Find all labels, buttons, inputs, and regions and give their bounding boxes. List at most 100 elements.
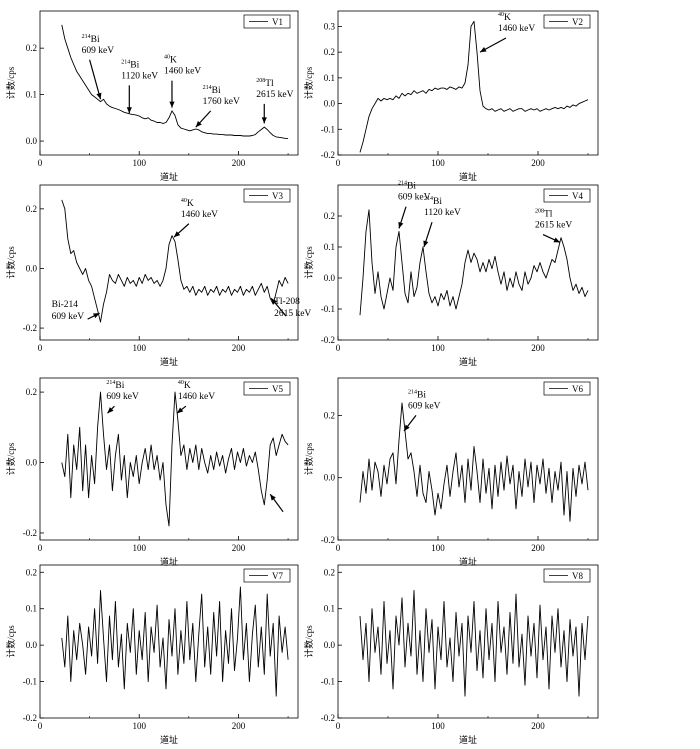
plot-frame — [337, 184, 599, 341]
plot-frame — [39, 564, 299, 719]
annotation-arrowhead — [553, 237, 560, 243]
series-line-v4 — [359, 209, 589, 316]
y-tick-label: 0.1 — [26, 90, 37, 100]
plot-frame — [337, 10, 599, 156]
annotation-energy: 609 keV — [106, 392, 139, 402]
annotation-nuclide: 40K — [181, 198, 194, 209]
annotation-energy: 1460 keV — [498, 24, 535, 34]
series-line-v7 — [61, 586, 289, 697]
series-line-v5 — [61, 391, 289, 527]
legend: V5 — [243, 381, 291, 396]
x-tick-label: 0 — [38, 543, 43, 553]
side-label-nuclide: Tl-208 — [274, 297, 300, 307]
y-tick-label: -0.1 — [321, 124, 335, 134]
y-axis-label: 计数/cps — [303, 442, 314, 475]
annotation-element: Bi — [130, 60, 139, 70]
annotation-mass-number: 208 — [535, 209, 544, 215]
annotation-arrowhead — [271, 298, 278, 305]
x-axis-label: 道址 — [160, 171, 178, 182]
y-tick-label: 0.2 — [26, 204, 37, 214]
annotation-mass-number: 214 — [424, 196, 433, 202]
legend-label: V1 — [272, 17, 283, 27]
y-tick-label: -0.2 — [321, 535, 335, 545]
y-tick-label: 0.0 — [324, 99, 336, 109]
y-tick-label: 0.2 — [26, 387, 37, 397]
annotation-mass-number: 40 — [178, 380, 184, 386]
y-axis-label: 计数/cps — [303, 66, 314, 99]
legend: V3 — [243, 188, 291, 203]
x-tick-label: 0 — [38, 343, 43, 353]
annotation-nuclide: 214Bi — [203, 85, 221, 96]
annotation-energy: 1460 keV — [164, 67, 201, 77]
y-tick-label: 0.2 — [26, 43, 37, 53]
x-tick-label: 0 — [336, 158, 341, 168]
x-tick-label: 100 — [132, 543, 146, 553]
annotation-element: Bi — [115, 381, 124, 391]
y-tick-label: 0.3 — [324, 21, 336, 31]
annotation-element: K — [504, 13, 511, 23]
chart-v2: 0 100 200 -0.2 -0.1 0.0 0.1 0.2 0.3 道址 计数/cps V2 40K… — [303, 10, 599, 182]
x-tick-label: 200 — [531, 343, 545, 353]
annotation-mass-number: 208 — [256, 78, 265, 84]
annotation-arrowhead — [173, 231, 181, 238]
x-tick-label: 0 — [336, 343, 341, 353]
side-label-nuclide: Bi-214 — [52, 300, 79, 310]
legend-label: V2 — [572, 17, 583, 27]
annotation-nuclide: 214Bi — [121, 59, 139, 70]
x-tick-label: 100 — [431, 721, 445, 731]
y-tick-label: 0.2 — [324, 211, 335, 221]
y-axis-label: 计数/cps — [5, 442, 16, 475]
annotation-arrowhead — [107, 407, 114, 414]
annotation-arrow — [89, 59, 102, 100]
chart-v8: 0 100 200 -0.2 -0.1 0.0 0.1 0.2 道址 计数/cps V8 — [303, 564, 599, 745]
annotation-element: Bi — [417, 390, 426, 400]
y-axis-label: 计数/cps — [5, 246, 16, 279]
annotation-nuclide: 214Bi — [82, 34, 100, 45]
side-label-energy: 2615 keV — [274, 309, 311, 319]
x-tick-label: 200 — [531, 543, 545, 553]
annotation-mass-number: 214 — [203, 85, 212, 91]
y-tick-label: -0.2 — [23, 713, 37, 723]
annotation-energy: 1120 keV — [121, 71, 158, 81]
plot-frame — [39, 184, 299, 341]
annotation-element: Tl — [265, 79, 274, 89]
x-tick-label: 200 — [531, 721, 545, 731]
annotation-nuclide: 214Bi — [408, 389, 426, 400]
y-tick-label: 0.0 — [26, 263, 38, 273]
legend-label: V7 — [272, 571, 283, 581]
series-line-v6 — [359, 402, 589, 522]
annotation-element: K — [187, 199, 194, 209]
x-tick-label: 200 — [232, 343, 246, 353]
annotation-nuclide: 40K — [498, 12, 511, 23]
annotation-mass-number: 40 — [498, 12, 504, 18]
x-tick-label: 0 — [38, 721, 43, 731]
legend-label: V4 — [572, 191, 583, 201]
y-tick-label: 0.0 — [26, 458, 38, 468]
x-axis-label: 道址 — [459, 556, 477, 567]
annotation-mass-number: 214 — [408, 389, 417, 395]
x-tick-label: 100 — [431, 543, 445, 553]
legend: V6 — [543, 381, 591, 396]
x-axis-label: 道址 — [459, 356, 477, 367]
y-tick-label: 0.0 — [26, 640, 38, 650]
annotation-arrowhead — [176, 407, 184, 414]
annotation-element: Bi — [91, 35, 100, 45]
y-tick-label: 0.1 — [324, 604, 335, 614]
peak-annotation — [269, 493, 284, 513]
annotation-nuclide: 40K — [164, 55, 177, 66]
x-tick-label: 0 — [336, 543, 341, 553]
x-tick-label: 200 — [531, 158, 545, 168]
annotation-element: Bi — [433, 197, 442, 207]
